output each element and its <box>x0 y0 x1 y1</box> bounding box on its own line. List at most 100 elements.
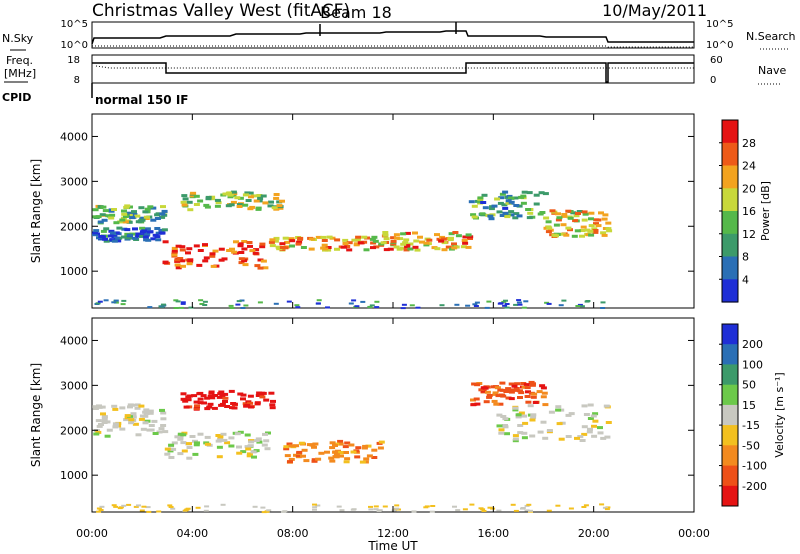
velocity-echo-cell <box>524 386 531 390</box>
power-echo-cell <box>102 209 109 213</box>
velocity-ground-cell <box>261 511 267 514</box>
power-colorbar-tick-label: 20 <box>742 182 756 195</box>
velocity-echo-cell <box>99 405 106 409</box>
velocity-echo-cell <box>96 404 102 408</box>
velocity-echo-cell <box>336 451 343 454</box>
xtick-label: 16:00 <box>477 527 509 540</box>
power-echo-cell <box>226 249 233 252</box>
power-echo-cell <box>289 244 295 248</box>
power-echo-cell <box>124 228 131 232</box>
power-echo-cell <box>507 196 514 200</box>
velocity-echo-cell <box>514 382 521 386</box>
velocity-echo-cell <box>508 397 515 401</box>
power-echo-cell <box>322 247 329 251</box>
power-echo-cell <box>520 201 527 205</box>
velocity-echo-cell <box>604 435 611 439</box>
power-echo-cell <box>419 240 425 244</box>
nsky-trace <box>91 30 694 45</box>
velocity-echo-cell <box>139 414 146 418</box>
power-echo-cell <box>546 226 553 230</box>
power-echo-cell <box>115 239 122 243</box>
velocity-echo-cell <box>579 439 586 442</box>
velocity-echo-cell <box>540 386 547 390</box>
velocity-echo-cell <box>221 438 228 442</box>
velocity-colorbar-swatch <box>722 344 738 365</box>
power-colorbar-swatch <box>722 142 738 167</box>
power-echo-cell <box>126 213 133 217</box>
power-echo-cell <box>545 220 552 224</box>
power-echo-cell <box>526 216 533 220</box>
velocity-ground-cell <box>602 506 608 509</box>
power-ground-cell <box>161 303 166 306</box>
velocity-ground-cell <box>599 503 605 506</box>
power-echo-cell <box>108 216 115 220</box>
power-echo-cell <box>175 266 182 270</box>
power-ground-cell <box>228 304 234 307</box>
power-echo-cell <box>512 216 519 220</box>
xtick-label: 20:00 <box>578 527 610 540</box>
velocity-ground-cell <box>430 505 436 507</box>
velocity-xlabel: Time UT <box>367 539 418 553</box>
power-echo-cell <box>516 204 523 208</box>
power-echo-cell <box>249 249 256 253</box>
power-echo-cell <box>573 214 580 218</box>
power-ground-cell <box>235 303 241 306</box>
power-echo-cell <box>189 194 196 198</box>
velocity-echo-cell <box>490 385 497 389</box>
power-echo-cell <box>326 235 333 239</box>
velocity-echo-cell <box>590 414 597 418</box>
power-echo-cell <box>161 209 168 213</box>
power-echo-cell <box>445 245 452 249</box>
power-echo-cell <box>593 218 600 222</box>
power-echo-cell <box>462 235 469 239</box>
power-ground-cell <box>348 302 354 305</box>
power-echo-cell <box>202 243 208 247</box>
power-echo-cell <box>99 235 106 239</box>
power-echo-cell <box>155 238 162 242</box>
velocity-ground-cell <box>528 509 533 512</box>
power-ground-cell <box>516 299 522 302</box>
velocity-echo-cell <box>186 442 192 446</box>
velocity-echo-cell <box>100 412 106 416</box>
velocity-ground-cell <box>481 510 487 512</box>
power-echo-cell <box>99 213 106 217</box>
power-ground-cell <box>544 301 550 304</box>
velocity-ground-cell <box>373 505 379 508</box>
power-echo-cell <box>92 231 99 235</box>
power-echo-cell <box>580 225 587 229</box>
xtick-label: 00:00 <box>678 527 710 540</box>
power-echo-cell <box>576 210 583 213</box>
power-echo-cell <box>215 201 222 205</box>
power-echo-cell <box>601 233 608 237</box>
power-echo-cell <box>101 218 108 222</box>
power-ground-cell <box>575 305 581 307</box>
velocity-echo-cell <box>597 431 604 435</box>
velocity-echo-cell <box>377 446 384 450</box>
power-echo-cell <box>497 201 504 205</box>
power-echo-cell <box>252 251 259 255</box>
velocity-echo-cell <box>106 428 113 432</box>
power-echo-cell <box>321 239 328 242</box>
velocity-echo-cell <box>247 444 254 448</box>
velocity-echo-cell <box>183 405 190 409</box>
power-echo-cell <box>186 200 193 204</box>
velocity-ground-cell <box>368 508 374 511</box>
power-echo-cell <box>102 237 109 241</box>
power-echo-cell <box>567 228 573 232</box>
velocity-echo-cell <box>144 419 151 423</box>
power-ground-cell <box>316 299 322 302</box>
power-echo-cell <box>142 235 149 239</box>
power-ground-cell <box>103 299 109 302</box>
velocity-echo-cell <box>529 434 536 438</box>
power-echo-cell <box>230 200 237 204</box>
power-echo-cell <box>505 201 512 205</box>
velocity-echo-cell <box>138 404 145 408</box>
velocity-echo-cell <box>311 458 318 462</box>
power-echo-cell <box>357 241 364 245</box>
power-echo-cell <box>438 239 445 243</box>
power-ground-cell <box>257 301 263 304</box>
power-echo-cell <box>237 196 244 200</box>
velocity-echo-cell <box>521 431 528 435</box>
power-echo-cell <box>516 214 523 218</box>
power-echo-cell <box>247 191 254 195</box>
